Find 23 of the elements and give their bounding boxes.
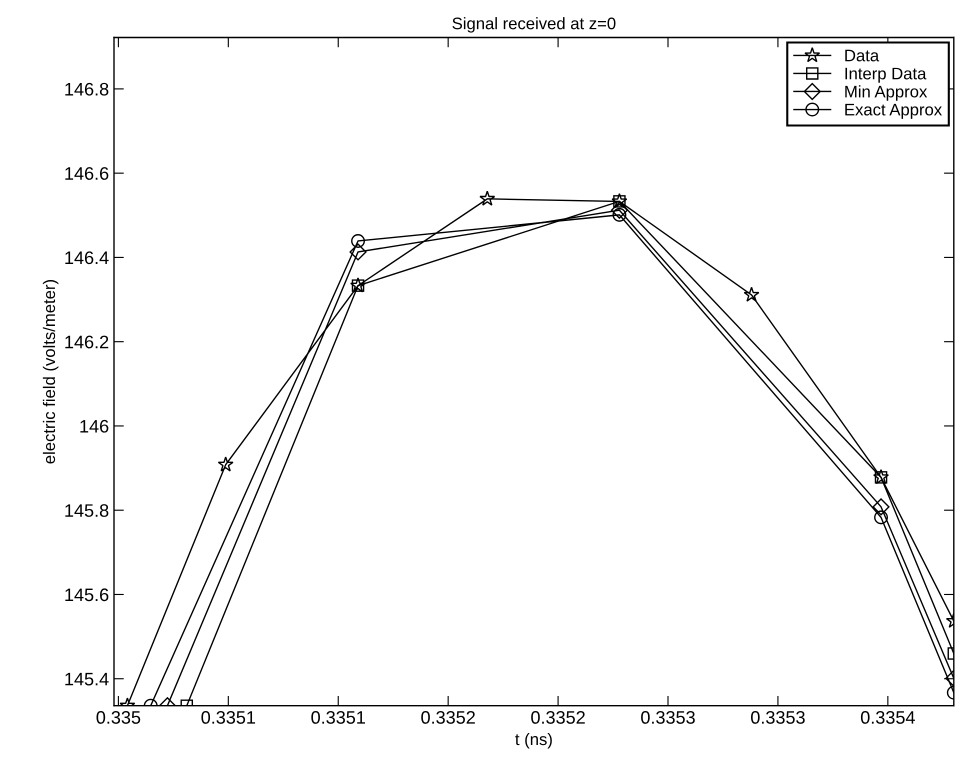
- legend-label: Interp Data: [845, 68, 926, 83]
- y-tick-label: 146.8: [65, 82, 108, 96]
- y-axis-title: electric field (volts/meter): [42, 280, 58, 464]
- y-tick-label: 145.6: [65, 588, 108, 602]
- x-tick-label: 0.3353: [751, 711, 805, 724]
- y-tick-label: 146.4: [65, 251, 109, 264]
- x-tick-label: 0.3354: [860, 711, 915, 724]
- x-tick-label: 0.3352: [531, 711, 585, 724]
- chart-title: Signal received at z=0: [452, 17, 616, 33]
- legend-label: Exact Approx: [845, 104, 942, 119]
- legend-label: Min Approx: [845, 85, 928, 101]
- legend-label: Data: [845, 50, 880, 62]
- x-axis-title: t (ns): [515, 732, 552, 748]
- y-tick-label: 146.6: [65, 167, 108, 180]
- y-tick-label: 146.2: [65, 336, 108, 348]
- y-tick-label: 146: [80, 420, 108, 433]
- x-tick-label: 0.3353: [641, 711, 695, 724]
- x-tick-label: 0.335: [96, 711, 140, 724]
- y-tick-label: 145.8: [65, 504, 108, 517]
- x-tick-label: 0.3351: [201, 711, 256, 724]
- y-tick-label: 145.4: [65, 672, 109, 686]
- x-tick-label: 0.3352: [421, 711, 475, 724]
- x-tick-label: 0.3351: [311, 711, 365, 724]
